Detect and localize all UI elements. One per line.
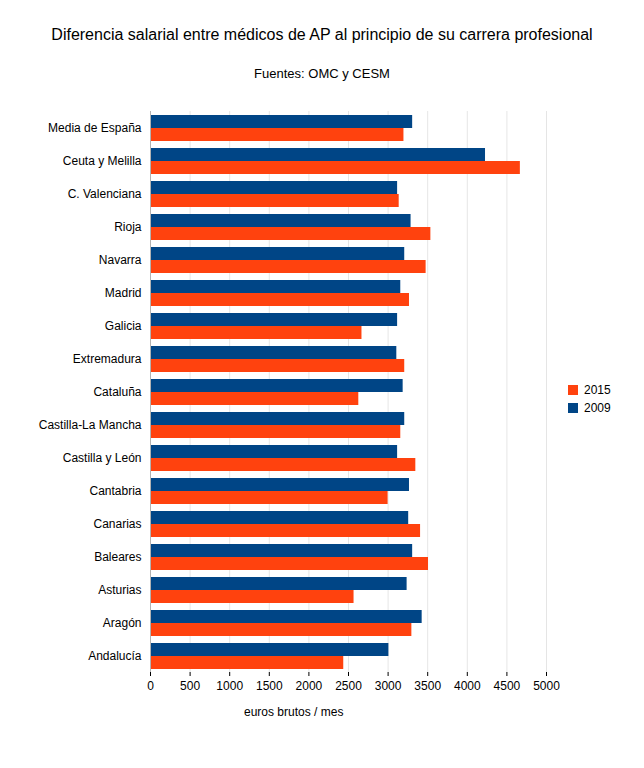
svg-text:Navarra: Navarra	[99, 253, 142, 267]
html-text:Diferencia salarial entre médi: Diferencia salarial entre médicos de AP …	[51, 26, 593, 43]
svg-text:0: 0	[147, 679, 154, 693]
svg-text:Madrid: Madrid	[105, 286, 142, 300]
svg-text:Andalucía: Andalucía	[88, 649, 142, 663]
svg-text:Castilla y León: Castilla y León	[63, 451, 142, 465]
svg-text:Baleares: Baleares	[94, 550, 141, 564]
svg-text:Ceuta y Melilla: Ceuta y Melilla	[63, 154, 142, 168]
svg-text:Aragón: Aragón	[103, 616, 142, 630]
svg-text:Castilla-La Mancha: Castilla-La Mancha	[39, 418, 142, 432]
svg-text:Rioja: Rioja	[114, 220, 142, 234]
svg-text:5000: 5000	[533, 679, 560, 693]
svg-text:Canarias: Canarias	[93, 517, 141, 531]
svg-text:1000: 1000	[216, 679, 243, 693]
svg-text:Cataluña: Cataluña	[93, 385, 141, 399]
svg-text:Asturias: Asturias	[98, 583, 141, 597]
svg-text:3500: 3500	[414, 679, 441, 693]
svg-text:Cantabria: Cantabria	[89, 484, 141, 498]
svg-text:4500: 4500	[494, 679, 521, 693]
html-text:Fuentes: OMC y CESM: Fuentes: OMC y CESM	[254, 66, 390, 81]
svg-text:Galicia: Galicia	[105, 319, 142, 333]
svg-text:500: 500	[180, 679, 200, 693]
svg-text:Media de España: Media de España	[48, 121, 142, 135]
svg-text:C. Valenciana: C. Valenciana	[68, 187, 142, 201]
html-text:2009: 2009	[584, 401, 611, 415]
svg-text:1500: 1500	[256, 679, 283, 693]
svg-text:2000: 2000	[296, 679, 323, 693]
html-text:2015: 2015	[584, 383, 611, 397]
svg-text:2500: 2500	[335, 679, 362, 693]
svg-text:3000: 3000	[375, 679, 402, 693]
svg-text:4000: 4000	[454, 679, 481, 693]
svg-text:Extremadura: Extremadura	[73, 352, 142, 366]
html-text:euros brutos / mes: euros brutos / mes	[244, 705, 344, 719]
